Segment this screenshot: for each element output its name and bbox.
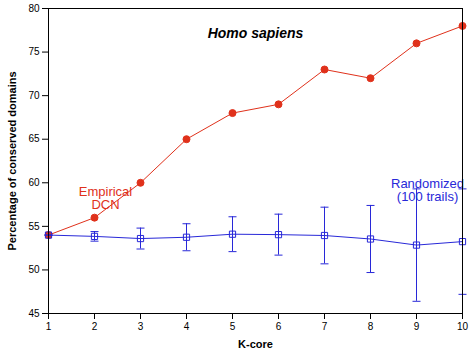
- svg-text:4: 4: [184, 321, 190, 332]
- svg-text:50: 50: [28, 264, 40, 275]
- svg-text:5: 5: [230, 321, 236, 332]
- svg-text:EmpiricalDCN: EmpiricalDCN: [79, 184, 133, 212]
- svg-text:60: 60: [28, 177, 40, 188]
- svg-text:3: 3: [138, 321, 144, 332]
- svg-text:2: 2: [92, 321, 98, 332]
- svg-text:70: 70: [28, 90, 40, 101]
- svg-text:75: 75: [28, 46, 40, 57]
- svg-text:Homo sapiens: Homo sapiens: [208, 25, 304, 41]
- svg-text:80: 80: [28, 3, 40, 14]
- svg-text:45: 45: [28, 308, 40, 319]
- svg-text:Percentage of conserved domain: Percentage of conserved domains: [6, 71, 18, 250]
- svg-text:55: 55: [28, 221, 40, 232]
- svg-text:7: 7: [322, 321, 328, 332]
- svg-text:6: 6: [276, 321, 282, 332]
- svg-text:K-core: K-core: [238, 338, 273, 350]
- svg-text:65: 65: [28, 133, 40, 144]
- svg-text:10: 10: [457, 321, 469, 332]
- svg-text:9: 9: [414, 321, 420, 332]
- svg-text:8: 8: [368, 321, 374, 332]
- svg-text:Randomized(100 trails): Randomized(100 trails): [391, 176, 464, 204]
- svg-text:1: 1: [46, 321, 52, 332]
